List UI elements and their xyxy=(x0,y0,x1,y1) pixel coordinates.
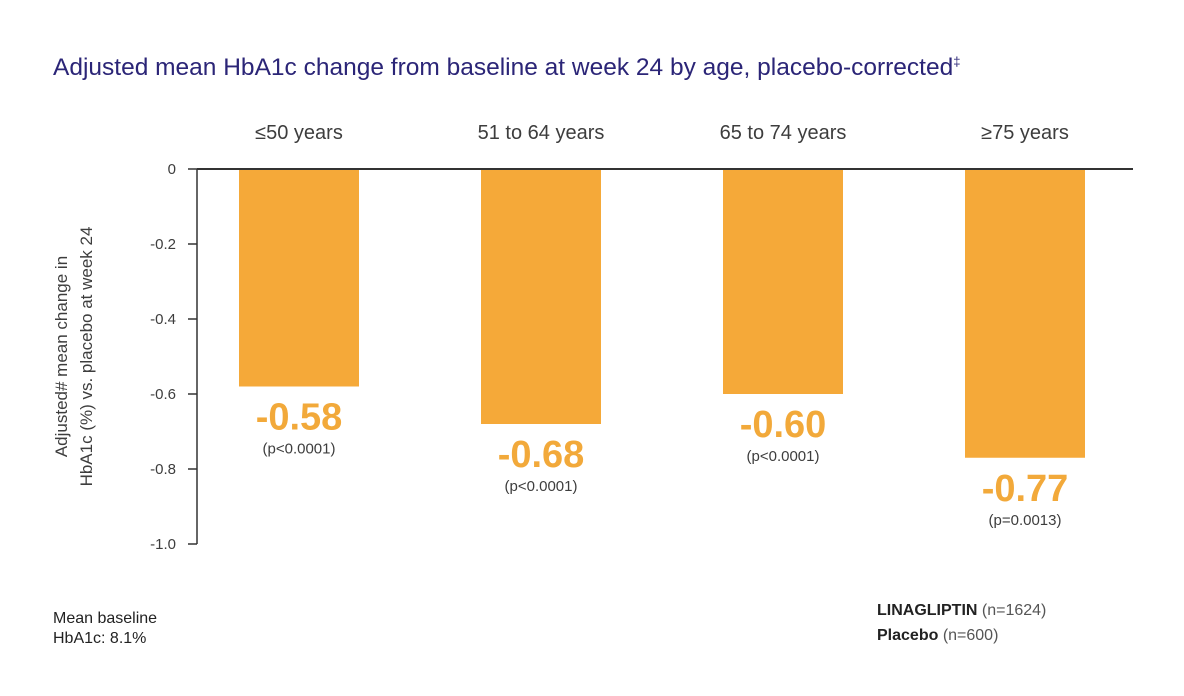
bar xyxy=(481,169,601,424)
bar-p-value-label: (p<0.0001) xyxy=(747,448,820,465)
y-tick-label: -0.2 xyxy=(150,236,176,253)
legend-placebo-n: (n=600) xyxy=(942,627,999,644)
y-tick-label: -1.0 xyxy=(150,536,176,553)
legend-drug-n: (n=1624) xyxy=(981,602,1047,619)
title-text: Adjusted mean HbA1c change from baseline… xyxy=(53,54,954,81)
bar xyxy=(723,169,843,394)
baseline-footnote: Mean baseline HbA1c: 8.1% xyxy=(53,609,157,649)
bars xyxy=(239,169,1085,458)
y-tick-label: -0.6 xyxy=(150,386,176,403)
bar-value-label: -0.60 xyxy=(740,404,827,446)
bar-p-value-label: (p<0.0001) xyxy=(263,441,336,458)
bar-value-label: -0.58 xyxy=(256,397,343,439)
title-footnote-mark: ‡ xyxy=(953,54,961,69)
y-axis-label: Adjusted# mean change in HbA1c (%) vs. pl… xyxy=(52,227,96,487)
chart-title: Adjusted mean HbA1c change from baseline… xyxy=(53,54,960,82)
y-tick-label: 0 xyxy=(168,161,176,178)
bar xyxy=(239,169,359,387)
legend-drug-name: LINAGLIPTIN xyxy=(877,602,978,619)
bar-value-label: -0.68 xyxy=(498,434,585,476)
legend-drug: LINAGLIPTIN (n=1624) xyxy=(877,598,1046,623)
bar-value-label: -0.77 xyxy=(982,468,1069,510)
y-tick-label: -0.4 xyxy=(150,311,176,328)
footnote-line1: Mean baseline xyxy=(53,610,158,627)
bar-labels: ≤50 years -0.58 (p<0.0001) 51 to 64 years -0… xyxy=(255,122,1069,529)
bar-p-value-label: (p<0.0001) xyxy=(505,478,578,495)
y-axis-label-line2: HbA1c (%) vs. placebo at week 24 xyxy=(77,227,96,487)
y-tick-label: -0.8 xyxy=(150,461,176,478)
y-axis-ticks: 0 -0.2 -0.4 -0.6 -0.8 -1.0 xyxy=(150,161,197,553)
category-label: 65 to 74 years xyxy=(720,122,847,144)
legend-placebo: Placebo (n=600) xyxy=(877,623,1046,648)
bar xyxy=(965,169,1085,458)
bar-p-value-label: (p=0.0013) xyxy=(989,512,1062,529)
category-label: ≤50 years xyxy=(255,122,343,144)
category-label: ≥75 years xyxy=(981,122,1069,144)
legend-placebo-name: Placebo xyxy=(877,627,939,644)
footnote-line2: HbA1c: 8.1% xyxy=(53,630,147,647)
y-axis-label-line1: Adjusted# mean change in xyxy=(52,256,71,457)
legend: LINAGLIPTIN (n=1624) Placebo (n=600) xyxy=(877,598,1046,648)
category-label: 51 to 64 years xyxy=(478,122,605,144)
